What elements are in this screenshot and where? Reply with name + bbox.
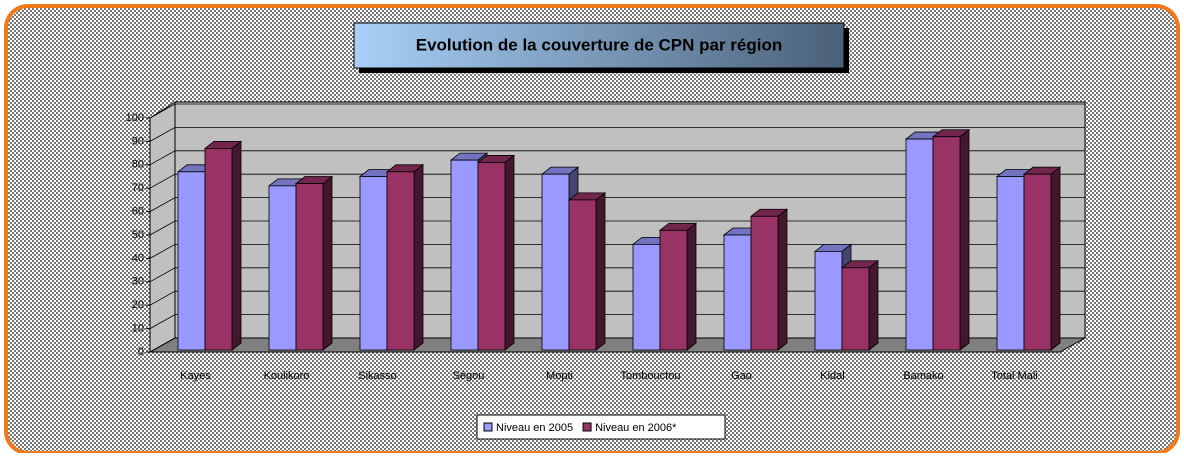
bar-side [1050,166,1061,351]
title-box [353,22,845,69]
x-tick-label: Koulikoro [264,370,310,382]
x-tick-label: Gao [731,370,752,382]
bar [932,136,961,351]
y-tick-label: 0 [138,346,144,358]
bar [814,250,843,351]
legend [476,414,726,440]
grid-line [149,103,1085,119]
legend-swatch [483,422,493,432]
x-tick-label: Tombouctou [621,370,681,382]
x-tick-label: Mopti [546,370,573,382]
bar [177,171,206,351]
bar-side [322,175,333,351]
y-tick-label: 80 [132,159,144,171]
grid-line [149,127,1085,142]
y-tick-label: 70 [132,182,144,194]
y-tick-label: 40 [132,252,144,264]
x-tick-label: Kidal [820,370,844,382]
bar [1023,173,1052,351]
bar [386,171,415,351]
y-tick-label: 90 [132,135,144,147]
bar [295,183,324,351]
y-tick-label: 60 [132,206,144,218]
bar-side [413,164,424,351]
x-tick-label: Bamako [903,370,943,382]
chart-title: Evolution de la couverture de CPN par ré… [416,35,783,54]
bar [204,148,233,351]
x-tick-label: Sikasso [358,370,397,382]
bar [905,138,934,351]
bar [723,234,752,351]
bar-side [595,192,606,351]
bar [568,199,597,351]
grid-line [149,150,1085,166]
x-tick-label: Total Mali [991,370,1037,382]
bar-side [868,259,879,351]
bar-side [686,222,697,351]
y-tick-label: 20 [132,299,144,311]
bar [359,176,388,351]
bar-side [504,154,515,351]
legend-label: Niveau en 2006* [595,422,677,434]
y-tick-label: 10 [132,323,144,335]
bar [477,162,506,351]
bar [450,159,479,351]
bar-side [959,128,970,351]
bar [996,176,1025,351]
grid-line [149,173,1085,189]
bar [750,215,779,351]
y-tick-label: 100 [126,112,144,124]
bar [841,267,870,351]
bar [541,173,570,351]
bar [268,185,297,351]
bar-side [231,140,242,351]
x-tick-label: Kayes [180,370,211,382]
bar-side [777,208,788,351]
x-tick-label: Ségou [453,370,485,382]
y-tick-label: 30 [132,276,144,288]
bar [632,243,661,351]
legend-swatch [582,422,592,432]
y-tick-label: 50 [132,229,144,241]
legend-label: Niveau en 2005 [496,422,573,434]
grid-line [149,197,1085,212]
bar [659,229,688,351]
